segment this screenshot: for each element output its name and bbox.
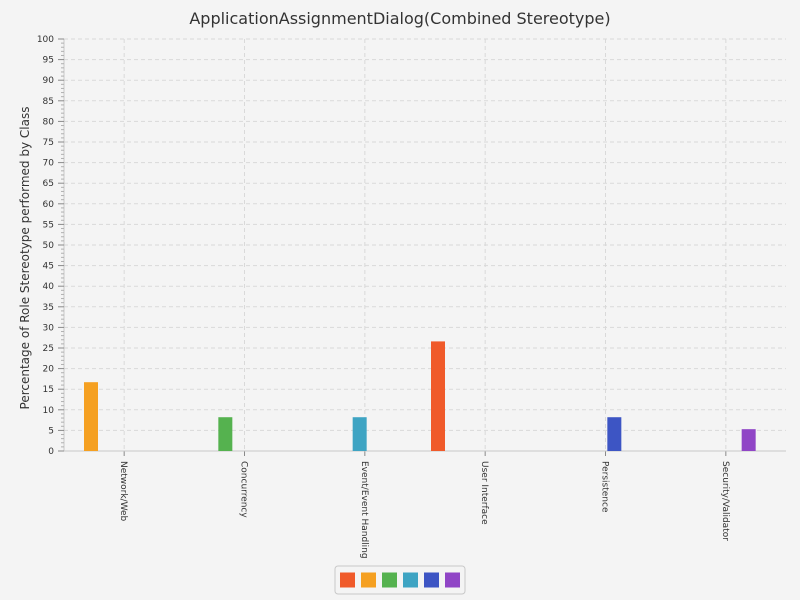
y-tick-label: 100: [37, 35, 54, 45]
y-tick-label: 25: [43, 344, 54, 354]
y-tick-label: 95: [43, 56, 54, 66]
x-tick-label: Concurrency: [239, 461, 249, 518]
legend-swatch: [340, 572, 355, 588]
bar: [741, 429, 756, 451]
y-tick-label: 60: [43, 200, 55, 210]
y-tick-label: 85: [43, 97, 54, 107]
y-tick-label: 15: [43, 385, 54, 395]
x-tick-label: Network/Web: [118, 461, 128, 522]
y-tick-label: 75: [43, 138, 54, 148]
y-tick-label: 35: [43, 303, 54, 313]
y-tick-label: 80: [43, 117, 55, 127]
y-tick-label: 55: [43, 220, 54, 230]
bar: [218, 417, 233, 451]
x-axis-category-labels: Network/Web Concurrency Event/Event Handli…: [118, 461, 730, 559]
x-tick-label: Persistence: [600, 461, 610, 513]
legend: [334, 565, 466, 595]
legend-swatch: [403, 572, 418, 588]
bar: [431, 341, 445, 451]
y-tick-label: 20: [43, 365, 55, 375]
y-tick-label: 30: [43, 323, 55, 333]
bar: [607, 417, 622, 451]
legend-swatch: [445, 572, 460, 588]
y-tick-label: 50: [43, 241, 55, 251]
y-axis-ticks: 0 5 10 15 20 25 30 35 40 45 50 55 60 65 70 75 80 85 90 95 10…: [37, 35, 64, 457]
y-tick-label: 65: [43, 179, 54, 189]
x-tick-label: Security/Validator: [720, 461, 730, 541]
y-tick-label: 90: [43, 76, 55, 86]
bars: [84, 341, 756, 451]
legend-swatch: [382, 572, 397, 588]
x-tick-label: Event/Event Handling: [359, 461, 369, 559]
bar: [84, 382, 98, 451]
axes: [63, 39, 786, 456]
grid-lines: [64, 38, 786, 451]
legend-swatch: [361, 572, 376, 588]
x-tick-label: User Interface: [479, 461, 489, 525]
y-tick-label: 0: [48, 447, 54, 457]
chart-title: ApplicationAssignmentDialog(Combined Ste…: [189, 9, 610, 28]
y-tick-label: 5: [48, 426, 54, 436]
y-tick-label: 70: [43, 159, 55, 169]
y-tick-label: 45: [43, 262, 54, 272]
bar: [352, 417, 367, 451]
legend-swatch: [424, 572, 439, 588]
y-tick-label: 10: [43, 406, 55, 416]
y-tick-label: 40: [43, 282, 55, 292]
y-axis-label: Percentage of Role Stereotype performed …: [18, 107, 32, 410]
